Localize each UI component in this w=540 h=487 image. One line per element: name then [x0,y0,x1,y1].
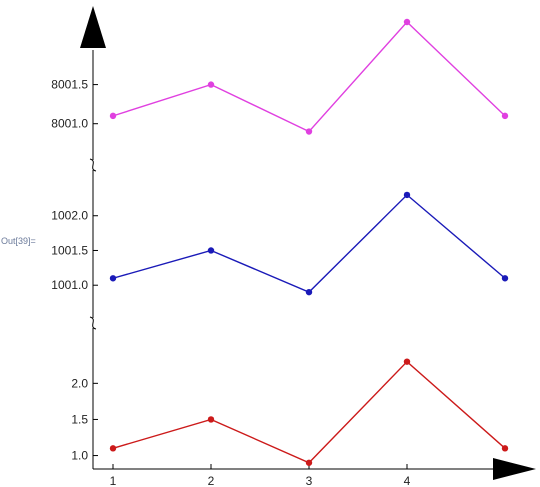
chart-series [109,18,509,466]
x-tick-label: 1 [110,474,117,487]
data-point [305,288,313,296]
axis-break-mark [89,158,97,172]
data-point [207,416,215,423]
data-point [109,275,117,282]
y-tick-label: 8001.0 [51,117,88,131]
y-axis-arrowhead [80,6,106,48]
x-tick-label: 2 [208,474,215,487]
data-point [207,247,215,254]
series-line [112,20,506,133]
y-tick-label: 2.0 [71,376,88,390]
y-tick-label: 1.0 [71,449,88,463]
y-tick-label: 1001.5 [51,243,88,257]
axis-break-mark [89,316,97,330]
data-point [501,275,509,282]
x-tick-label: 4 [404,474,411,487]
data-point [109,112,117,120]
data-point [109,445,117,452]
data-point [305,459,313,466]
y-tick-label: 8001.5 [51,78,88,92]
y-tick-label: 1.5 [71,412,88,426]
x-tick-label: 3 [306,474,313,487]
data-point [403,18,411,26]
data-point [501,445,509,452]
data-point [403,191,411,199]
data-point [501,112,509,120]
y-tick-label: 1001.0 [51,278,88,292]
chart-axes [80,6,536,480]
output-cell-label: Out[39]= [1,236,36,246]
series-line [112,193,506,293]
data-point [305,128,313,135]
data-point [207,81,215,88]
x-axis-arrowhead [493,458,536,480]
data-point [403,358,411,365]
chart-tick-labels: 1 2 3 4 8001.5 8001.0 1002.0 1001.5 1001.0 2.0 1.5… [51,78,410,487]
y-tick-label: 1002.0 [51,209,88,223]
series-line [112,360,506,464]
